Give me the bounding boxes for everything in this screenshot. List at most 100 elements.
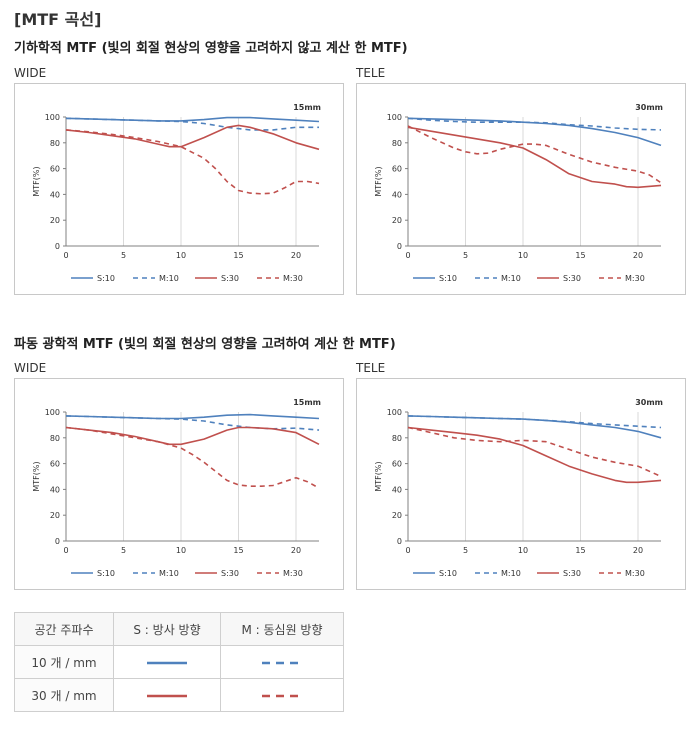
y-tick-label: 80 bbox=[50, 139, 60, 148]
x-tick-label: 0 bbox=[405, 546, 410, 555]
y-tick-label: 100 bbox=[45, 113, 60, 122]
focal-length-annotation: 30mm bbox=[635, 398, 663, 407]
series-line-m-10 bbox=[407, 117, 662, 131]
legend-row-30: 30 개 / mm bbox=[14, 678, 344, 712]
page-title: [MTF 곡선] bbox=[14, 10, 102, 29]
y-tick-label: 20 bbox=[50, 216, 60, 225]
legend-label: S:10 bbox=[97, 274, 115, 283]
x-tick-label: 15 bbox=[233, 546, 243, 555]
legend-swatch-m30 bbox=[220, 678, 344, 712]
legend-label: M:10 bbox=[501, 569, 521, 578]
x-tick-label: 15 bbox=[575, 546, 585, 555]
y-tick-label: 0 bbox=[55, 537, 60, 546]
y-tick-label: 100 bbox=[45, 408, 60, 417]
chart-label-tele-2: TELE bbox=[356, 361, 386, 375]
chart-panel-wide-geometric: 0 20 40 60 80 100 0 5 10 15 20 MTF(%) 15mm S:10 M:10 S:… bbox=[14, 83, 344, 295]
x-tick-label: 10 bbox=[176, 546, 186, 555]
legend-header-sagittal: S : 방사 방향 bbox=[113, 612, 221, 646]
x-tick-label: 15 bbox=[575, 251, 585, 260]
y-tick-label: 20 bbox=[392, 216, 402, 225]
y-tick-label: 60 bbox=[392, 165, 402, 174]
x-tick-label: 10 bbox=[518, 546, 528, 555]
series-line-s-30 bbox=[65, 124, 320, 151]
chart-label-wide-1: WIDE bbox=[14, 66, 47, 80]
y-axis-label: MTF(%) bbox=[374, 461, 383, 491]
y-tick-label: 0 bbox=[55, 242, 60, 251]
y-tick-label: 20 bbox=[392, 511, 402, 520]
legend-label: S:30 bbox=[221, 274, 239, 283]
chart-panel-tele-wave: 0 20 40 60 80 100 0 5 10 15 20 MTF(%) 30mm S:10 M:10 S:… bbox=[356, 378, 686, 590]
x-tick-label: 20 bbox=[291, 251, 301, 260]
series-line-s-30 bbox=[407, 126, 662, 189]
y-tick-label: 0 bbox=[397, 242, 402, 251]
y-axis-label: MTF(%) bbox=[374, 166, 383, 196]
legend-row-label: 10 개 / mm bbox=[14, 645, 114, 679]
legend-row-label: 30 개 / mm bbox=[14, 678, 114, 712]
y-axis-label: MTF(%) bbox=[32, 461, 41, 491]
legend-label: M:10 bbox=[501, 274, 521, 283]
series-line-m-30 bbox=[407, 125, 662, 184]
legend-swatch-s10 bbox=[113, 645, 221, 679]
y-tick-label: 60 bbox=[50, 165, 60, 174]
legend-table-header: 공간 주파수 S : 방사 방향 M : 동심원 방향 bbox=[14, 612, 344, 646]
x-tick-label: 5 bbox=[121, 251, 126, 260]
y-tick-label: 100 bbox=[387, 408, 402, 417]
x-tick-label: 10 bbox=[176, 251, 186, 260]
legend-row-10: 10 개 / mm bbox=[14, 645, 344, 679]
legend-header-frequency: 공간 주파수 bbox=[14, 612, 114, 646]
legend-header-meridional: M : 동심원 방향 bbox=[220, 612, 344, 646]
series-line-m-30 bbox=[65, 426, 320, 489]
x-tick-label: 5 bbox=[121, 546, 126, 555]
chart-panel-tele-geometric: 0 20 40 60 80 100 0 5 10 15 20 MTF(%) 30mm S:10 M:10 S:… bbox=[356, 83, 686, 295]
x-tick-label: 5 bbox=[463, 546, 468, 555]
x-tick-label: 5 bbox=[463, 251, 468, 260]
legend-label: S:30 bbox=[563, 569, 581, 578]
focal-length-annotation: 15mm bbox=[293, 398, 321, 407]
legend-swatch-m10 bbox=[220, 645, 344, 679]
series-line-s-30 bbox=[65, 426, 320, 446]
chart-label-wide-2: WIDE bbox=[14, 361, 47, 375]
chart-panel-wide-wave: 0 20 40 60 80 100 0 5 10 15 20 MTF(%) 15mm S:10 M:10 S:… bbox=[14, 378, 344, 590]
x-tick-label: 0 bbox=[405, 251, 410, 260]
legend-label: S:30 bbox=[563, 274, 581, 283]
y-tick-label: 100 bbox=[387, 113, 402, 122]
focal-length-annotation: 30mm bbox=[635, 103, 663, 112]
x-tick-label: 10 bbox=[518, 251, 528, 260]
legend-label: M:30 bbox=[283, 274, 303, 283]
mtf-chart-svg: 0 20 40 60 80 100 0 5 10 15 20 MTF(%) 30mm S:10 M:10 S:… bbox=[374, 398, 663, 578]
y-tick-label: 80 bbox=[50, 434, 60, 443]
legend-swatch-s30 bbox=[113, 678, 221, 712]
focal-length-annotation: 15mm bbox=[293, 103, 321, 112]
x-tick-label: 20 bbox=[291, 546, 301, 555]
series-line-m-30 bbox=[407, 426, 662, 478]
section-subtitle-wave: 파동 광학적 MTF (빛의 회절 현상의 영향을 고려하여 계산 한 MTF) bbox=[14, 337, 396, 352]
legend-label: M:10 bbox=[159, 569, 179, 578]
series-line-m-30 bbox=[65, 129, 320, 195]
series-line-s-10 bbox=[65, 116, 320, 123]
y-tick-label: 0 bbox=[397, 537, 402, 546]
y-tick-label: 40 bbox=[392, 485, 402, 494]
y-tick-label: 20 bbox=[50, 511, 60, 520]
x-tick-label: 0 bbox=[63, 546, 68, 555]
y-tick-label: 60 bbox=[50, 460, 60, 469]
legend-label: M:30 bbox=[625, 274, 645, 283]
series-line-s-10 bbox=[65, 413, 320, 420]
y-tick-label: 80 bbox=[392, 139, 402, 148]
legend-label: M:30 bbox=[625, 569, 645, 578]
y-tick-label: 40 bbox=[50, 190, 60, 199]
legend-label: S:10 bbox=[439, 274, 457, 283]
y-axis-label: MTF(%) bbox=[32, 166, 41, 196]
legend-table: 공간 주파수 S : 방사 방향 M : 동심원 방향 10 개 / mm 30… bbox=[14, 612, 344, 712]
y-tick-label: 40 bbox=[50, 485, 60, 494]
y-tick-label: 60 bbox=[392, 460, 402, 469]
legend-label: S:10 bbox=[439, 569, 457, 578]
legend-label: M:30 bbox=[283, 569, 303, 578]
legend-label: S:30 bbox=[221, 569, 239, 578]
x-tick-label: 0 bbox=[63, 251, 68, 260]
mtf-chart-svg: 0 20 40 60 80 100 0 5 10 15 20 MTF(%) 30mm S:10 M:10 S:… bbox=[374, 103, 663, 283]
series-line-m-10 bbox=[407, 415, 662, 429]
series-line-s-30 bbox=[407, 426, 662, 484]
x-tick-label: 20 bbox=[633, 251, 643, 260]
legend-label: M:10 bbox=[159, 274, 179, 283]
series-line-m-10 bbox=[65, 117, 319, 131]
